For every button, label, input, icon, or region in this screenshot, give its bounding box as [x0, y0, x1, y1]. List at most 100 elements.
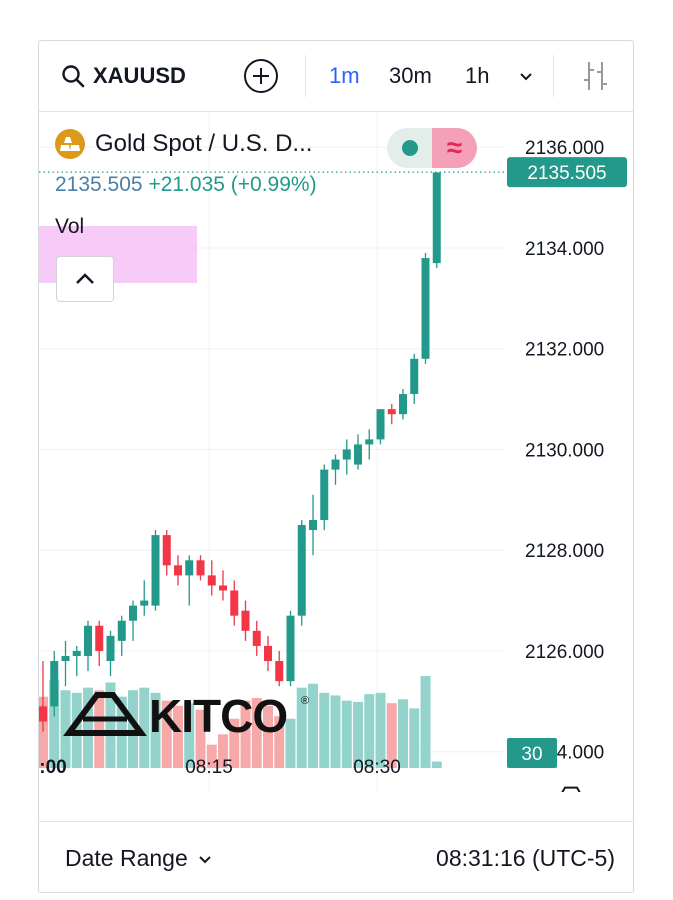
volume-bar — [105, 682, 116, 768]
chart-style-toggle[interactable]: ≈ — [387, 128, 477, 168]
bottom-bar: Date Range 08:31:16 (UTC-5) — [39, 821, 633, 892]
volume-bar — [173, 705, 183, 768]
candle — [230, 590, 239, 616]
candle — [275, 661, 284, 682]
price-chart[interactable]: KITCO ® 2136.000 2134.000 2132.000 2130.000… — [39, 112, 634, 792]
volume-bar — [364, 694, 375, 768]
volume-label: Vol — [55, 215, 85, 238]
volume-bar — [409, 708, 420, 768]
toolbar: XAUUSD 1m 30m 1h — [39, 41, 633, 112]
collapse-legend-button[interactable] — [56, 256, 114, 302]
indicators-icon — [584, 62, 607, 90]
candle — [95, 625, 104, 651]
volume-bar — [139, 687, 150, 768]
candle — [252, 630, 261, 646]
volume-bar — [308, 683, 318, 768]
volume-bar — [375, 692, 386, 768]
candle — [140, 600, 149, 606]
clock-readout: 08:31:16 (UTC-5) — [436, 845, 615, 871]
candle — [185, 560, 194, 576]
plus-circle-icon — [244, 59, 278, 93]
candle — [129, 605, 137, 621]
symbol-description: Gold Spot / U.S. D... — [95, 130, 313, 157]
candle — [342, 449, 351, 460]
volume-bar — [229, 718, 240, 768]
price-change: +21.035 — [148, 173, 225, 196]
candle — [61, 655, 70, 662]
candle — [207, 575, 216, 586]
volume-bar — [296, 687, 307, 768]
interval-dropdown-button[interactable] — [517, 41, 535, 111]
kitco-logo-icon: KITCO ® — [63, 690, 309, 742]
candle — [297, 525, 306, 616]
x-tick-label: :00 — [39, 757, 66, 778]
candle — [162, 535, 171, 566]
volume-bar — [150, 692, 161, 768]
candle — [286, 615, 295, 682]
watermark-text: KITCO — [149, 690, 287, 742]
toolbar-divider — [305, 55, 306, 97]
y-tick-label: 2134.000 — [525, 239, 604, 260]
volume-bar — [319, 692, 330, 768]
candle — [365, 439, 374, 445]
volume-bar — [184, 703, 195, 768]
date-range-label: Date Range — [65, 845, 188, 871]
candle — [354, 444, 362, 465]
volume-bar — [341, 700, 352, 768]
candle — [219, 585, 227, 591]
volume-bar — [330, 695, 341, 768]
volume-bar — [128, 690, 138, 768]
date-range-button[interactable]: Date Range — [65, 822, 214, 892]
volume-bar — [353, 701, 363, 768]
volume-bar — [285, 718, 296, 768]
hexagon-settings-icon[interactable] — [559, 786, 583, 792]
live-dot-icon[interactable] — [387, 128, 432, 168]
chart-widget: XAUUSD 1m 30m 1h KITCO ® — [38, 40, 634, 893]
compare-add-button[interactable] — [243, 41, 279, 111]
chart-area[interactable]: KITCO ® 2136.000 2134.000 2132.000 2130.000… — [39, 112, 633, 792]
symbol-search-button[interactable]: XAUUSD — [61, 41, 186, 111]
candle — [331, 459, 340, 470]
legend-price: 2135.505 +21.035 (+0.99%) — [55, 173, 317, 197]
candle — [432, 172, 441, 264]
wave-icon[interactable]: ≈ — [432, 128, 477, 168]
search-icon — [62, 65, 85, 88]
volume-bar — [240, 700, 251, 768]
candle — [264, 645, 272, 662]
chevron-up-icon — [76, 273, 94, 284]
volume-bar — [251, 698, 262, 768]
volume-bar — [263, 705, 273, 768]
volume-bar — [420, 675, 431, 768]
interval-1h-button[interactable]: 1h — [465, 63, 490, 88]
volume-bar — [398, 699, 408, 768]
interval-30m-button[interactable]: 30m — [389, 63, 432, 88]
volume-bar — [274, 716, 285, 768]
volume-bar — [49, 679, 60, 768]
y-tick-label: 2132.000 — [525, 340, 604, 361]
chevron-down-icon — [199, 855, 211, 863]
x-tick-label: 08:15 — [185, 757, 233, 778]
interval-1m-button[interactable]: 1m — [329, 63, 360, 88]
candle — [376, 409, 385, 440]
candle — [387, 409, 396, 415]
volume-bar — [431, 761, 442, 768]
candle — [39, 706, 47, 722]
candle — [174, 565, 182, 576]
volume-bar — [83, 687, 93, 768]
candle — [410, 358, 419, 395]
last-price-tag-label: 2135.505 — [527, 163, 606, 184]
volume-bar — [386, 703, 397, 768]
candle — [72, 650, 81, 656]
watermark-registered: ® — [301, 695, 309, 707]
volume-bar — [161, 700, 172, 768]
candle — [196, 560, 205, 576]
candle — [50, 661, 59, 707]
x-tick-label: 08:30 — [353, 757, 401, 778]
candle — [106, 635, 115, 662]
legend: Gold Spot / U.S. D... — [55, 129, 312, 159]
indicators-button[interactable] — [581, 41, 611, 111]
candle — [399, 394, 407, 415]
gold-bars-icon — [55, 129, 85, 159]
volume-tag-label: 30 — [521, 744, 542, 765]
y-tick-label: 2126.000 — [525, 642, 604, 663]
